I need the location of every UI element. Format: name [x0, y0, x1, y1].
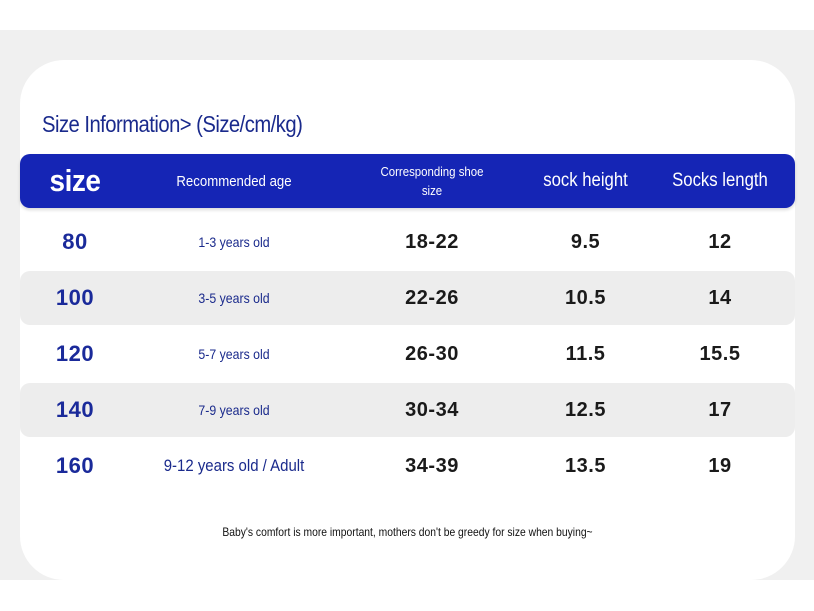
header-size: size [49, 163, 101, 198]
age-value: 1-3 years old [198, 234, 270, 250]
size-value: 100 [55, 285, 95, 310]
sock-height-value: 10.5 [565, 286, 606, 309]
size-value: 80 [62, 229, 88, 254]
sock-length-value: 15.5 [699, 342, 741, 365]
table-header: size Recommended age Corresponding shoe … [20, 154, 795, 208]
table-row: 140 7-9 years old 30-34 12.5 17 [20, 383, 795, 437]
shoe-size-value: 26-30 [405, 342, 459, 365]
sock-length-value: 17 [708, 398, 732, 421]
sock-height-value: 11.5 [565, 342, 606, 365]
sock-length-value: 19 [708, 454, 732, 477]
sock-height-value: 12.5 [565, 398, 606, 421]
size-value: 160 [55, 453, 95, 478]
table-row: 80 1-3 years old 18-22 9.5 12 [20, 215, 795, 269]
shoe-size-value: 22-26 [405, 286, 459, 309]
shoe-size-value: 30-34 [405, 398, 459, 421]
page-title: Size Information> (Size/cm/kg) [42, 111, 303, 137]
footer-note: Baby's comfort is more important, mother… [222, 525, 593, 539]
sock-length-value: 12 [708, 230, 732, 253]
header-socks-length: Socks length [672, 170, 768, 191]
shoe-size-value: 34-39 [405, 454, 459, 477]
age-value: 5-7 years old [198, 346, 270, 362]
sock-height-value: 9.5 [570, 230, 601, 253]
age-value: 9-12 years old / Adult [163, 456, 305, 475]
header-sock-height: sock height [543, 170, 628, 191]
age-value: 7-9 years old [198, 402, 270, 418]
table-row: 160 9-12 years old / Adult 34-39 13.5 19 [20, 439, 795, 493]
header-recommended-age: Recommended age [176, 172, 292, 190]
header-shoe-size: Corresponding shoe size [380, 164, 484, 198]
size-value: 140 [55, 397, 95, 422]
age-value: 3-5 years old [198, 290, 270, 306]
shoe-size-value: 18-22 [405, 230, 459, 253]
table-row: 120 5-7 years old 26-30 11.5 15.5 [20, 327, 795, 381]
sock-length-value: 14 [708, 286, 732, 309]
sock-height-value: 13.5 [565, 454, 606, 477]
table-row: 100 3-5 years old 22-26 10.5 14 [20, 271, 795, 325]
size-value: 120 [55, 341, 95, 366]
